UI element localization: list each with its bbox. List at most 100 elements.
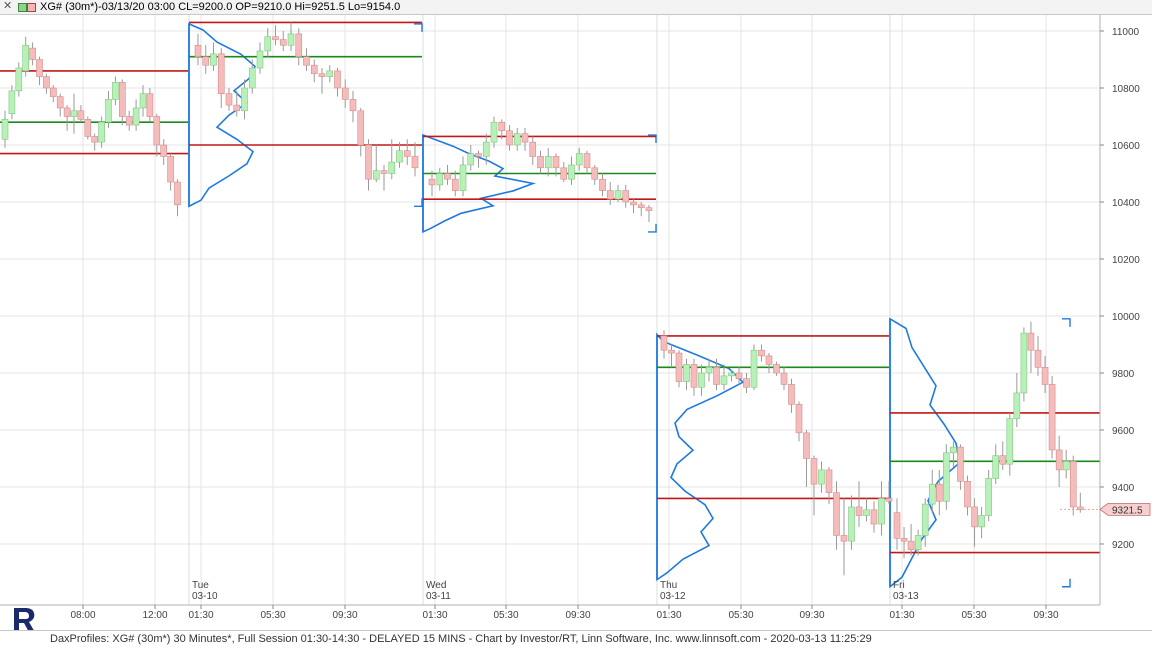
price-tick-label: 9800	[1112, 369, 1135, 380]
up-candle	[878, 498, 885, 525]
down-candle	[788, 384, 795, 405]
up-candle	[513, 133, 521, 146]
down-candle	[870, 509, 878, 525]
day-name-label: Fri	[893, 580, 905, 591]
price-axis[interactable]: 9200 9400 9600 9800 10000 10200 10400 10600 1080…	[1099, 15, 1140, 605]
down-candle	[1069, 461, 1077, 508]
price-tick-label: 10200	[1112, 255, 1140, 266]
down-candle	[217, 53, 225, 95]
down-candle	[233, 104, 241, 112]
down-candle	[690, 364, 698, 388]
down-candle	[125, 116, 133, 126]
down-candle	[1027, 332, 1035, 351]
down-candle	[622, 190, 630, 203]
down-candle	[506, 130, 513, 146]
up-candle	[210, 53, 217, 66]
chart-footer: DaxProfiles: XG# (30m*) 30 Minutes*, Ful…	[0, 630, 1152, 648]
down-candle	[713, 366, 720, 385]
down-candle	[56, 96, 64, 109]
up-candle	[372, 170, 380, 180]
profile-bracket-bottom	[1062, 578, 1071, 588]
up-candle	[985, 478, 992, 516]
day-name-label: Tue	[192, 580, 209, 591]
down-candle	[668, 349, 675, 354]
down-candle	[29, 47, 36, 60]
close-icon[interactable]: ✕	[3, 0, 13, 12]
up-candle	[921, 503, 929, 536]
down-candle	[119, 82, 126, 117]
down-candle	[1055, 449, 1063, 471]
down-candle	[758, 349, 765, 357]
down-candle	[334, 70, 341, 89]
down-candle	[583, 153, 591, 169]
up-candle	[1062, 461, 1070, 471]
down-candle	[174, 181, 181, 206]
up-candle	[978, 515, 985, 528]
price-tick-label: 10600	[1112, 141, 1140, 152]
profile-bracket-top	[414, 23, 423, 32]
down-candle	[202, 56, 210, 66]
time-tick-label: 12:00	[142, 610, 167, 621]
up-candle	[750, 349, 758, 388]
time-tick-label: 09:30	[799, 610, 824, 621]
down-candle	[591, 167, 599, 180]
day-date-label: 03-12	[660, 591, 686, 602]
up-candle	[1, 119, 9, 140]
time-tick-label: 05:30	[728, 610, 753, 621]
up-candle	[705, 366, 713, 374]
volume-profile-1	[188, 22, 256, 208]
profile-bracket-top	[1062, 318, 1071, 327]
down-candle	[660, 335, 668, 351]
day-name-label: Thu	[660, 580, 677, 591]
down-candle	[675, 352, 683, 382]
down-candle	[765, 355, 773, 365]
down-candle	[357, 110, 365, 146]
down-candle	[318, 73, 326, 77]
down-candle	[840, 535, 848, 542]
down-candle	[225, 93, 233, 106]
candlesticks	[1, 22, 1084, 576]
up-candle	[396, 150, 403, 163]
down-candle	[645, 207, 653, 211]
down-candle	[825, 469, 833, 493]
down-candle	[810, 458, 818, 485]
down-candle	[1041, 366, 1049, 385]
down-candle	[411, 156, 419, 169]
down-candle	[365, 144, 372, 180]
down-candle	[529, 141, 537, 157]
price-chart[interactable]: 9200 9400 9600 9800 10000 10200 10400 10600 1080…	[0, 15, 1152, 630]
up-candle	[287, 33, 295, 46]
up-candle	[8, 90, 16, 114]
down-candle	[84, 119, 92, 137]
down-candle	[498, 121, 506, 132]
down-candle	[630, 201, 637, 206]
day-date-label: 03-10	[192, 591, 218, 602]
chart-titlebar: ✕ XG# (30m*)-03/13/20 03:00 CL=9200.0 OP…	[0, 0, 1152, 15]
down-candle	[451, 178, 459, 191]
up-candle	[105, 99, 112, 123]
profile-bracket-bottom	[648, 223, 657, 233]
up-candle-legend-icon	[18, 3, 27, 12]
up-candle	[139, 93, 147, 109]
down-candle	[36, 59, 43, 77]
down-candle	[855, 506, 863, 516]
up-candle	[614, 190, 622, 200]
down-candle	[403, 150, 411, 157]
down-candle	[999, 455, 1007, 465]
up-candle	[490, 121, 498, 143]
down-candle	[971, 506, 978, 528]
time-tick-label: 09:30	[1033, 610, 1058, 621]
up-candle	[112, 82, 119, 100]
time-axis[interactable]: 08:00 12:00 01:30 05:30 09:30 01:30 05:30 09:30…	[0, 604, 1100, 621]
down-candle	[91, 136, 98, 143]
down-candle	[957, 446, 964, 482]
down-candle	[780, 372, 788, 385]
value-area-lines	[0, 21, 1100, 554]
up-candle	[132, 107, 140, 126]
down-candle	[606, 190, 614, 200]
up-candle	[720, 375, 728, 385]
down-candle	[146, 93, 154, 117]
day-date-label: 03-13	[893, 591, 919, 602]
up-candle	[698, 372, 705, 388]
